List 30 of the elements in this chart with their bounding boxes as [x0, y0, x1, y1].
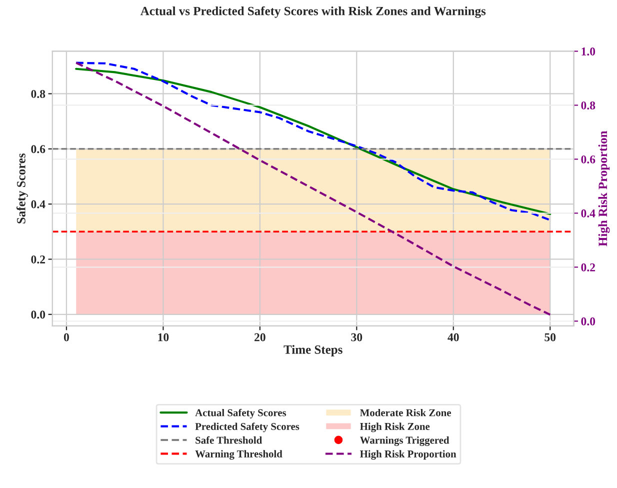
y-axis-title: Safety Scores: [16, 153, 28, 224]
x-tick-label: 30: [351, 333, 362, 342]
chart-title: Actual vs Predicted Safety Scores with Risk Zones and Warnings: [140, 6, 486, 18]
y-tick-label: 0.0: [31, 310, 46, 319]
legend-label: High Risk Zone: [360, 422, 430, 432]
y-tick-label: 0.4: [31, 200, 46, 208]
y2-tick-label: 1.0: [582, 47, 596, 56]
y-tick-label: 0.2: [31, 255, 45, 264]
x-tick-label: 40: [448, 333, 459, 342]
legend-label: Predicted Safety Scores: [195, 422, 300, 432]
legend-label: Moderate Risk Zone: [360, 408, 451, 416]
x-tick-label: 10: [158, 333, 169, 342]
x-axis-title: Time Steps: [284, 345, 342, 356]
y2-tick-label: 0.2: [581, 263, 596, 272]
y2-tick-label: 0.0: [581, 317, 596, 326]
x-tick-label: 50: [544, 333, 556, 342]
y2-axis-title: High Risk Proportion: [598, 130, 610, 246]
y2-tick-label: 0.6: [581, 155, 596, 164]
legend-label: Safe Threshold: [196, 436, 262, 444]
x-tick-label: 0: [64, 333, 69, 342]
y2-tick-label: 0.4: [581, 209, 596, 218]
y-tick-label: 0.6: [31, 145, 46, 154]
legend-label: Actual Safety Scores: [195, 408, 286, 418]
legend-label: Warnings Triggered: [360, 436, 450, 446]
y2-tick-label: 0.8: [581, 101, 596, 110]
y-tick-label: 0.8: [31, 90, 46, 98]
legend-label: High Risk Proportion: [360, 450, 456, 460]
line-series: [75, 62, 552, 316]
legend-label: Warning Threshold: [195, 450, 282, 460]
x-tick-label: 20: [254, 333, 266, 342]
